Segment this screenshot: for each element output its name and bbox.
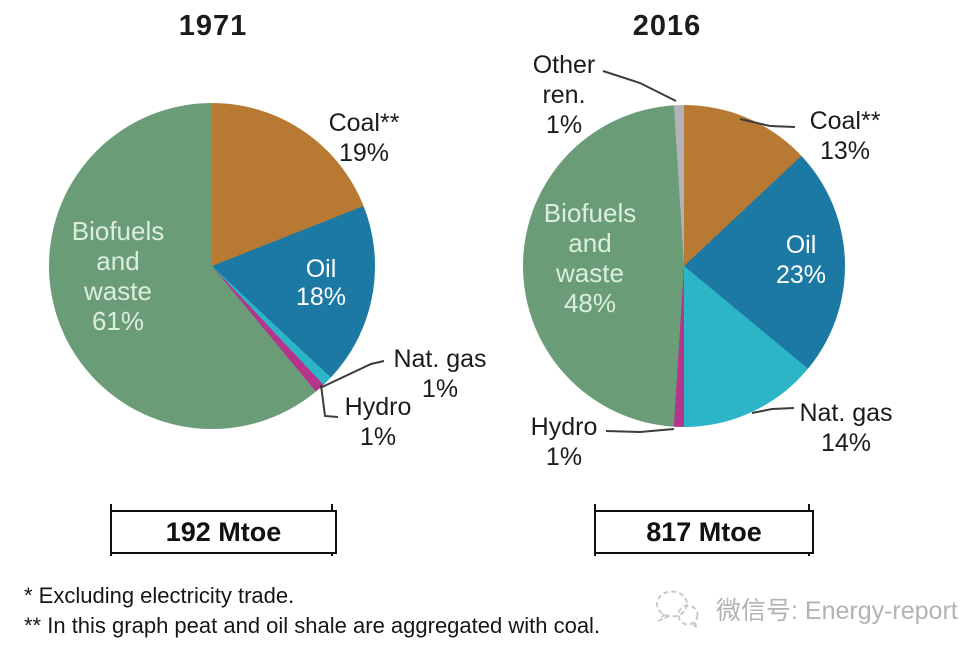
total-box-1971: 192 Mtoe — [110, 510, 337, 554]
label-hydro-1971: Hydro 1% — [344, 393, 412, 451]
chart-title-2016: 2016 — [632, 10, 702, 42]
label-coal-1971: Coal** 19% — [328, 109, 400, 167]
leader-line-hydro-2016 — [605, 428, 675, 434]
label-biofuels-2016: Biofuels and waste 48% — [543, 198, 637, 318]
total-box-2016: 817 Mtoe — [594, 510, 814, 554]
label-natgas-2016: Nat. gas 14% — [799, 399, 893, 457]
chart-title-1971: 1971 — [178, 10, 248, 42]
pie-chart-2016 — [523, 105, 845, 427]
wechat-icon — [656, 590, 700, 630]
footnote-electricity-trade: * Excluding electricity trade. — [24, 583, 295, 608]
label-natgas-1971: Nat. gas 1% — [393, 345, 487, 403]
watermark: 微信号: Energy-report — [650, 584, 970, 634]
label-coal-2016: Coal** 13% — [809, 107, 881, 165]
label-oil-1971: Oil 18% — [295, 255, 347, 311]
label-biofuels-1971: Biofuels and waste 61% — [71, 216, 165, 336]
label-other-ren-2016: Other ren. 1% — [532, 51, 596, 139]
leader-line-other-ren-2016 — [602, 70, 677, 102]
label-oil-2016: Oil 23% — [775, 231, 827, 289]
label-hydro-2016: Hydro 1% — [530, 413, 598, 471]
watermark-text: 微信号: Energy-report — [716, 597, 958, 625]
footnote-peat-oil-shale: ** In this graph peat and oil shale are … — [24, 613, 601, 638]
